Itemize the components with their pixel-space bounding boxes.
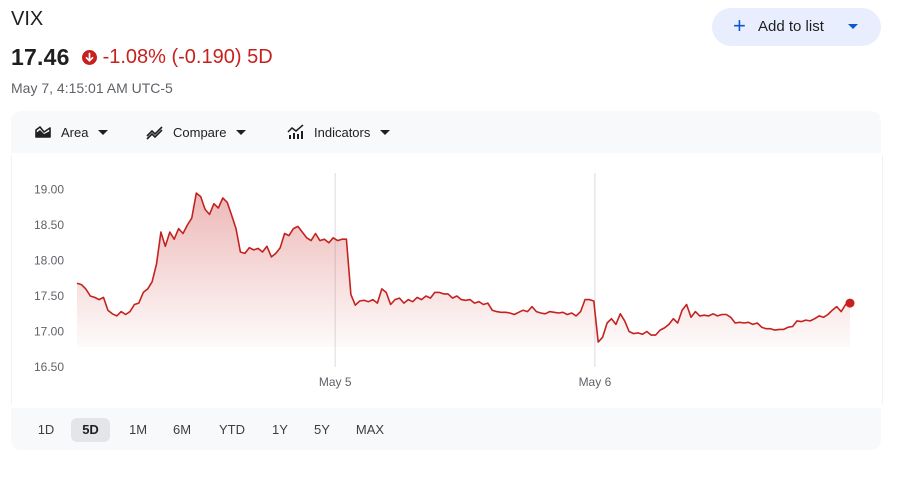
- x-tick-label: May 6: [579, 375, 612, 389]
- y-tick-label: 16.50: [34, 360, 64, 374]
- ticker-title: VIX: [11, 8, 44, 30]
- range-ytd[interactable]: YTD: [219, 422, 245, 437]
- chevron-down-icon: [236, 129, 247, 135]
- indicators-dropdown[interactable]: Indicators: [287, 124, 391, 140]
- indicators-label: Indicators: [314, 124, 371, 140]
- add-to-list-button[interactable]: + Add to list: [712, 8, 881, 46]
- last-price-marker: [845, 298, 855, 308]
- chevron-down-icon: [380, 129, 391, 135]
- current-price: 17.46: [11, 44, 70, 70]
- range-5d[interactable]: 5D: [71, 418, 110, 442]
- y-tick-label: 17.00: [34, 325, 64, 339]
- price-chart[interactable]: May 5 May 6 19.00 18.50 18.00 17.50 17.00 16.50: [11, 155, 883, 405]
- y-tick-label: 18.00: [34, 254, 64, 268]
- price-change: -1.08% (-0.190) 5D: [102, 46, 273, 68]
- y-tick-label: 18.50: [34, 218, 64, 232]
- compare-label: Compare: [173, 124, 227, 140]
- range-1d[interactable]: 1D: [37, 422, 55, 437]
- add-to-list-label: Add to list: [758, 18, 824, 35]
- chevron-down-icon: [848, 24, 858, 29]
- range-max[interactable]: MAX: [355, 422, 385, 437]
- area-chart-type-dropdown[interactable]: Area: [34, 124, 109, 140]
- time-range-selector: 1D 5D 1M 6M YTD 1Y 5Y MAX: [11, 408, 881, 450]
- range-5y[interactable]: 5Y: [314, 422, 330, 437]
- range-6m[interactable]: 6M: [172, 422, 192, 437]
- price-row: 17.46 -1.08% (-0.190) 5D: [11, 44, 273, 71]
- chevron-down-icon: [98, 129, 109, 135]
- price-chart-svg[interactable]: May 5 May 6 19.00 18.50 18.00 17.50 17.00 16.50: [12, 155, 882, 405]
- area-chart-icon: [35, 126, 51, 138]
- area-label: Area: [61, 124, 89, 140]
- y-tick-label: 19.00: [34, 183, 64, 197]
- plus-icon: +: [733, 13, 746, 38]
- x-tick-label: May 5: [319, 375, 352, 389]
- compare-dropdown[interactable]: Compare: [146, 124, 247, 140]
- arrow-down-circle-icon: [81, 50, 97, 65]
- chart-toolbar: Area Compare Indicators: [11, 111, 881, 153]
- indicators-icon: [287, 124, 304, 139]
- range-1y[interactable]: 1Y: [272, 422, 288, 437]
- quote-timestamp: May 7, 4:15:01 AM UTC-5: [11, 80, 173, 96]
- compare-lines-icon: [146, 126, 163, 140]
- series-area-fill: [77, 193, 850, 347]
- series-line: [76, 192, 851, 343]
- range-1m[interactable]: 1M: [128, 422, 148, 437]
- y-tick-label: 17.50: [34, 289, 64, 303]
